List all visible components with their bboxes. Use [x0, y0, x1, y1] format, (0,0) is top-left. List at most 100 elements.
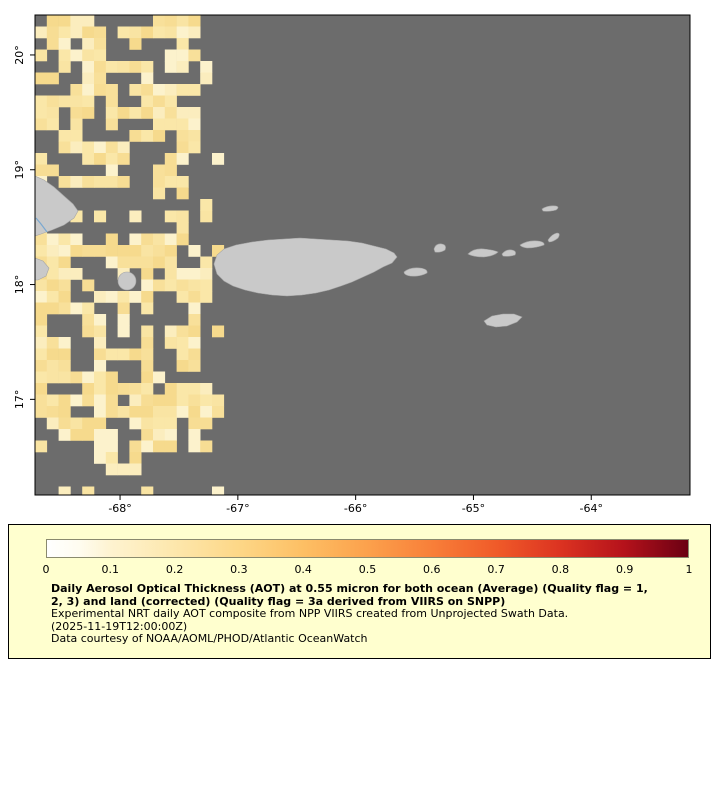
aot-cell	[188, 15, 201, 27]
aot-cell	[117, 245, 130, 257]
aot-cell	[188, 279, 201, 292]
aot-cell	[46, 302, 59, 315]
aot-cell	[200, 383, 213, 395]
colorbar-tick-label: 0.3	[230, 563, 248, 576]
aot-cell	[200, 291, 213, 303]
aot-cell	[176, 383, 189, 395]
aot-cell	[212, 153, 225, 165]
aot-cell	[94, 406, 107, 418]
aot-cell	[188, 107, 201, 119]
aot-cell	[164, 107, 177, 119]
aot-cell	[176, 222, 189, 234]
aot-cell	[188, 429, 201, 441]
aot-cell	[35, 72, 48, 85]
aot-cell	[153, 417, 166, 430]
lat-tick-label: 19°	[13, 160, 26, 180]
aot-cell	[117, 107, 130, 119]
aot-cell	[141, 440, 154, 453]
aot-cell	[82, 176, 95, 188]
aot-cell	[212, 325, 225, 338]
aot-cell	[129, 210, 142, 223]
aot-cell	[200, 440, 213, 453]
colorbar-tick-label: 0.9	[615, 563, 634, 576]
aot-cell	[70, 268, 83, 280]
aot-cell	[153, 118, 166, 131]
aot-cell	[105, 84, 118, 96]
aot-cell	[141, 72, 154, 85]
colorbar-tick-labels: 0 0.1 0.2 0.3 0.4 0.5 0.6 0.7 0.8 0.9 1	[43, 563, 693, 577]
aot-cell	[35, 49, 48, 62]
aot-cell	[117, 291, 130, 303]
lon-tick-label: -64°	[580, 502, 603, 515]
aot-cell	[141, 486, 154, 495]
aot-cell	[35, 153, 48, 165]
aot-cell	[82, 314, 95, 326]
aot-cell	[82, 383, 95, 395]
aot-cell	[105, 463, 118, 476]
virgin-gorda	[547, 232, 560, 243]
aot-cell	[200, 72, 213, 85]
aot-cell	[129, 233, 142, 246]
aot-cell	[105, 118, 118, 131]
lon-tick-label: -65°	[462, 502, 485, 515]
aot-cell	[164, 279, 177, 292]
aot-cell	[129, 417, 142, 430]
aot-cell	[188, 130, 201, 142]
aot-cell	[46, 268, 59, 280]
aot-cell	[141, 291, 154, 303]
aot-cell	[141, 394, 154, 407]
aot-cell	[153, 26, 166, 39]
aot-cell	[46, 417, 59, 430]
aot-cell	[188, 141, 201, 154]
aot-cell	[164, 61, 177, 73]
aot-cell	[129, 38, 142, 50]
colorbar-tick-label: 0.1	[101, 563, 120, 576]
aot-cell	[35, 245, 48, 257]
aot-cell	[176, 176, 189, 188]
caption-subtitle: Experimental NRT daily AOT composite fro…	[51, 607, 569, 620]
colorbar-tick-label: 1	[685, 563, 693, 576]
aot-cell	[164, 176, 177, 188]
aot-cell	[105, 95, 118, 108]
aot-cell	[35, 348, 48, 361]
aot-cell	[35, 164, 48, 177]
aot-cell	[82, 302, 95, 315]
lon-tick-label: -68°	[108, 502, 131, 515]
aot-cell	[35, 26, 48, 39]
aot-cell	[94, 371, 107, 384]
aot-cell	[82, 417, 95, 430]
aot-cell	[164, 406, 177, 418]
aot-cell	[58, 61, 71, 73]
aot-cell	[141, 268, 154, 280]
aot-cell	[141, 417, 154, 430]
aot-cell	[35, 107, 48, 119]
aot-cell	[35, 360, 48, 372]
aot-cell	[188, 268, 201, 280]
aot-cell	[94, 360, 107, 372]
aot-cell	[46, 38, 59, 50]
aot-cell	[82, 49, 95, 62]
aot-cell	[153, 95, 166, 108]
aot-cell	[58, 348, 71, 361]
aot-cell	[70, 49, 83, 62]
aot-cell	[46, 406, 59, 418]
aot-cell	[141, 302, 154, 315]
lat-tick-label: 20°	[13, 45, 26, 65]
aot-cell	[129, 463, 142, 476]
aot-cell	[117, 302, 130, 315]
aot-cell	[141, 325, 154, 338]
aot-cell	[200, 268, 213, 280]
aot-cell	[46, 95, 59, 108]
tortola	[519, 240, 545, 249]
aot-cell	[176, 210, 189, 223]
aot-cell	[164, 256, 177, 269]
aot-cell	[188, 49, 201, 62]
aot-cell	[153, 371, 166, 384]
aot-cell	[46, 256, 59, 269]
aot-cell	[129, 394, 142, 407]
aot-cell	[188, 26, 201, 39]
aot-cell	[153, 84, 166, 96]
aot-cell	[94, 84, 107, 96]
aot-cell	[117, 61, 130, 73]
lon-tick-label: -67°	[226, 502, 249, 515]
